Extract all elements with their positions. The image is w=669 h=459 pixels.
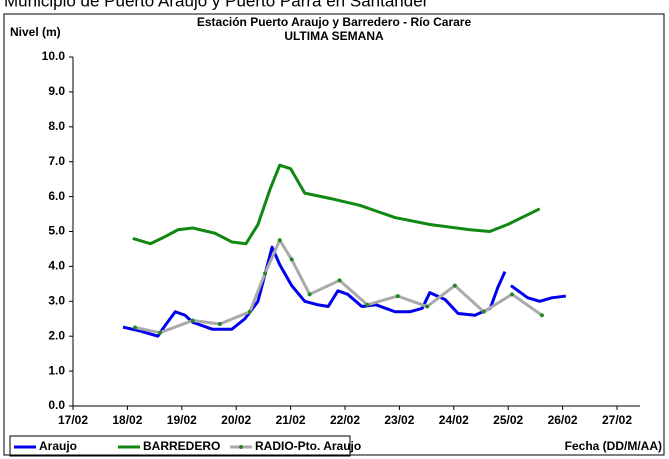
y-tick-label: 7.0 — [48, 154, 65, 168]
series-marker — [133, 325, 138, 330]
series-marker — [365, 302, 370, 307]
series-marker — [452, 283, 457, 288]
x-tick-label: 20/02 — [221, 413, 251, 427]
series-line — [122, 245, 567, 338]
y-tick-label: 6.0 — [48, 189, 65, 203]
y-axis-label: Nivel (m) — [10, 25, 61, 39]
series-marker — [263, 271, 268, 276]
page-header: Municipio de Puerto Araujo y Puerto Parr… — [4, 0, 429, 10]
x-tick-label: 22/02 — [330, 413, 360, 427]
x-tick-label: 21/02 — [276, 413, 306, 427]
y-tick-label: 10.0 — [42, 49, 66, 63]
y-tick-label: 3.0 — [48, 293, 65, 307]
x-tick-label: 26/02 — [548, 413, 578, 427]
y-tick-label: 9.0 — [48, 84, 65, 98]
series-marker — [307, 292, 312, 297]
legend-label: RADIO-Pto. Araujo — [255, 439, 361, 453]
series-marker — [395, 294, 400, 299]
series-marker — [190, 318, 195, 323]
series-marker — [247, 309, 252, 314]
series-marker — [158, 330, 163, 335]
chart-frame — [3, 13, 665, 456]
x-tick-label: 17/02 — [58, 413, 88, 427]
x-tick-label: 19/02 — [167, 413, 197, 427]
x-tick-label: 25/02 — [493, 413, 523, 427]
legend-label: Araujo — [39, 439, 77, 453]
series-marker — [481, 309, 486, 314]
y-tick-label: 0.0 — [48, 398, 65, 412]
y-tick-label: 1.0 — [48, 363, 65, 377]
series-marker — [337, 278, 342, 283]
series-marker — [539, 313, 544, 318]
legend-box — [9, 435, 351, 457]
y-tick-label: 2.0 — [48, 328, 65, 342]
x-axis-label: Fecha (DD/M/AA) — [565, 439, 662, 453]
y-tick-label: 5.0 — [48, 224, 65, 238]
series-marker — [217, 321, 222, 326]
x-tick-label: 18/02 — [112, 413, 142, 427]
y-tick-label: 4.0 — [48, 259, 65, 273]
x-tick-label: 23/02 — [384, 413, 414, 427]
series-line — [132, 163, 541, 246]
series-marker — [425, 304, 430, 309]
chart-title: Estación Puerto Araujo y Barredero - Río… — [197, 15, 472, 29]
legend-marker — [239, 445, 243, 449]
legend-label: BARREDERO — [143, 439, 220, 453]
chart-subtitle: ULTIMA SEMANA — [284, 29, 384, 43]
y-tick-label: 8.0 — [48, 119, 65, 133]
x-tick-label: 27/02 — [602, 413, 632, 427]
series-marker — [510, 292, 515, 297]
x-tick-label: 24/02 — [439, 413, 469, 427]
series-marker — [277, 238, 282, 243]
series-marker — [289, 257, 294, 262]
